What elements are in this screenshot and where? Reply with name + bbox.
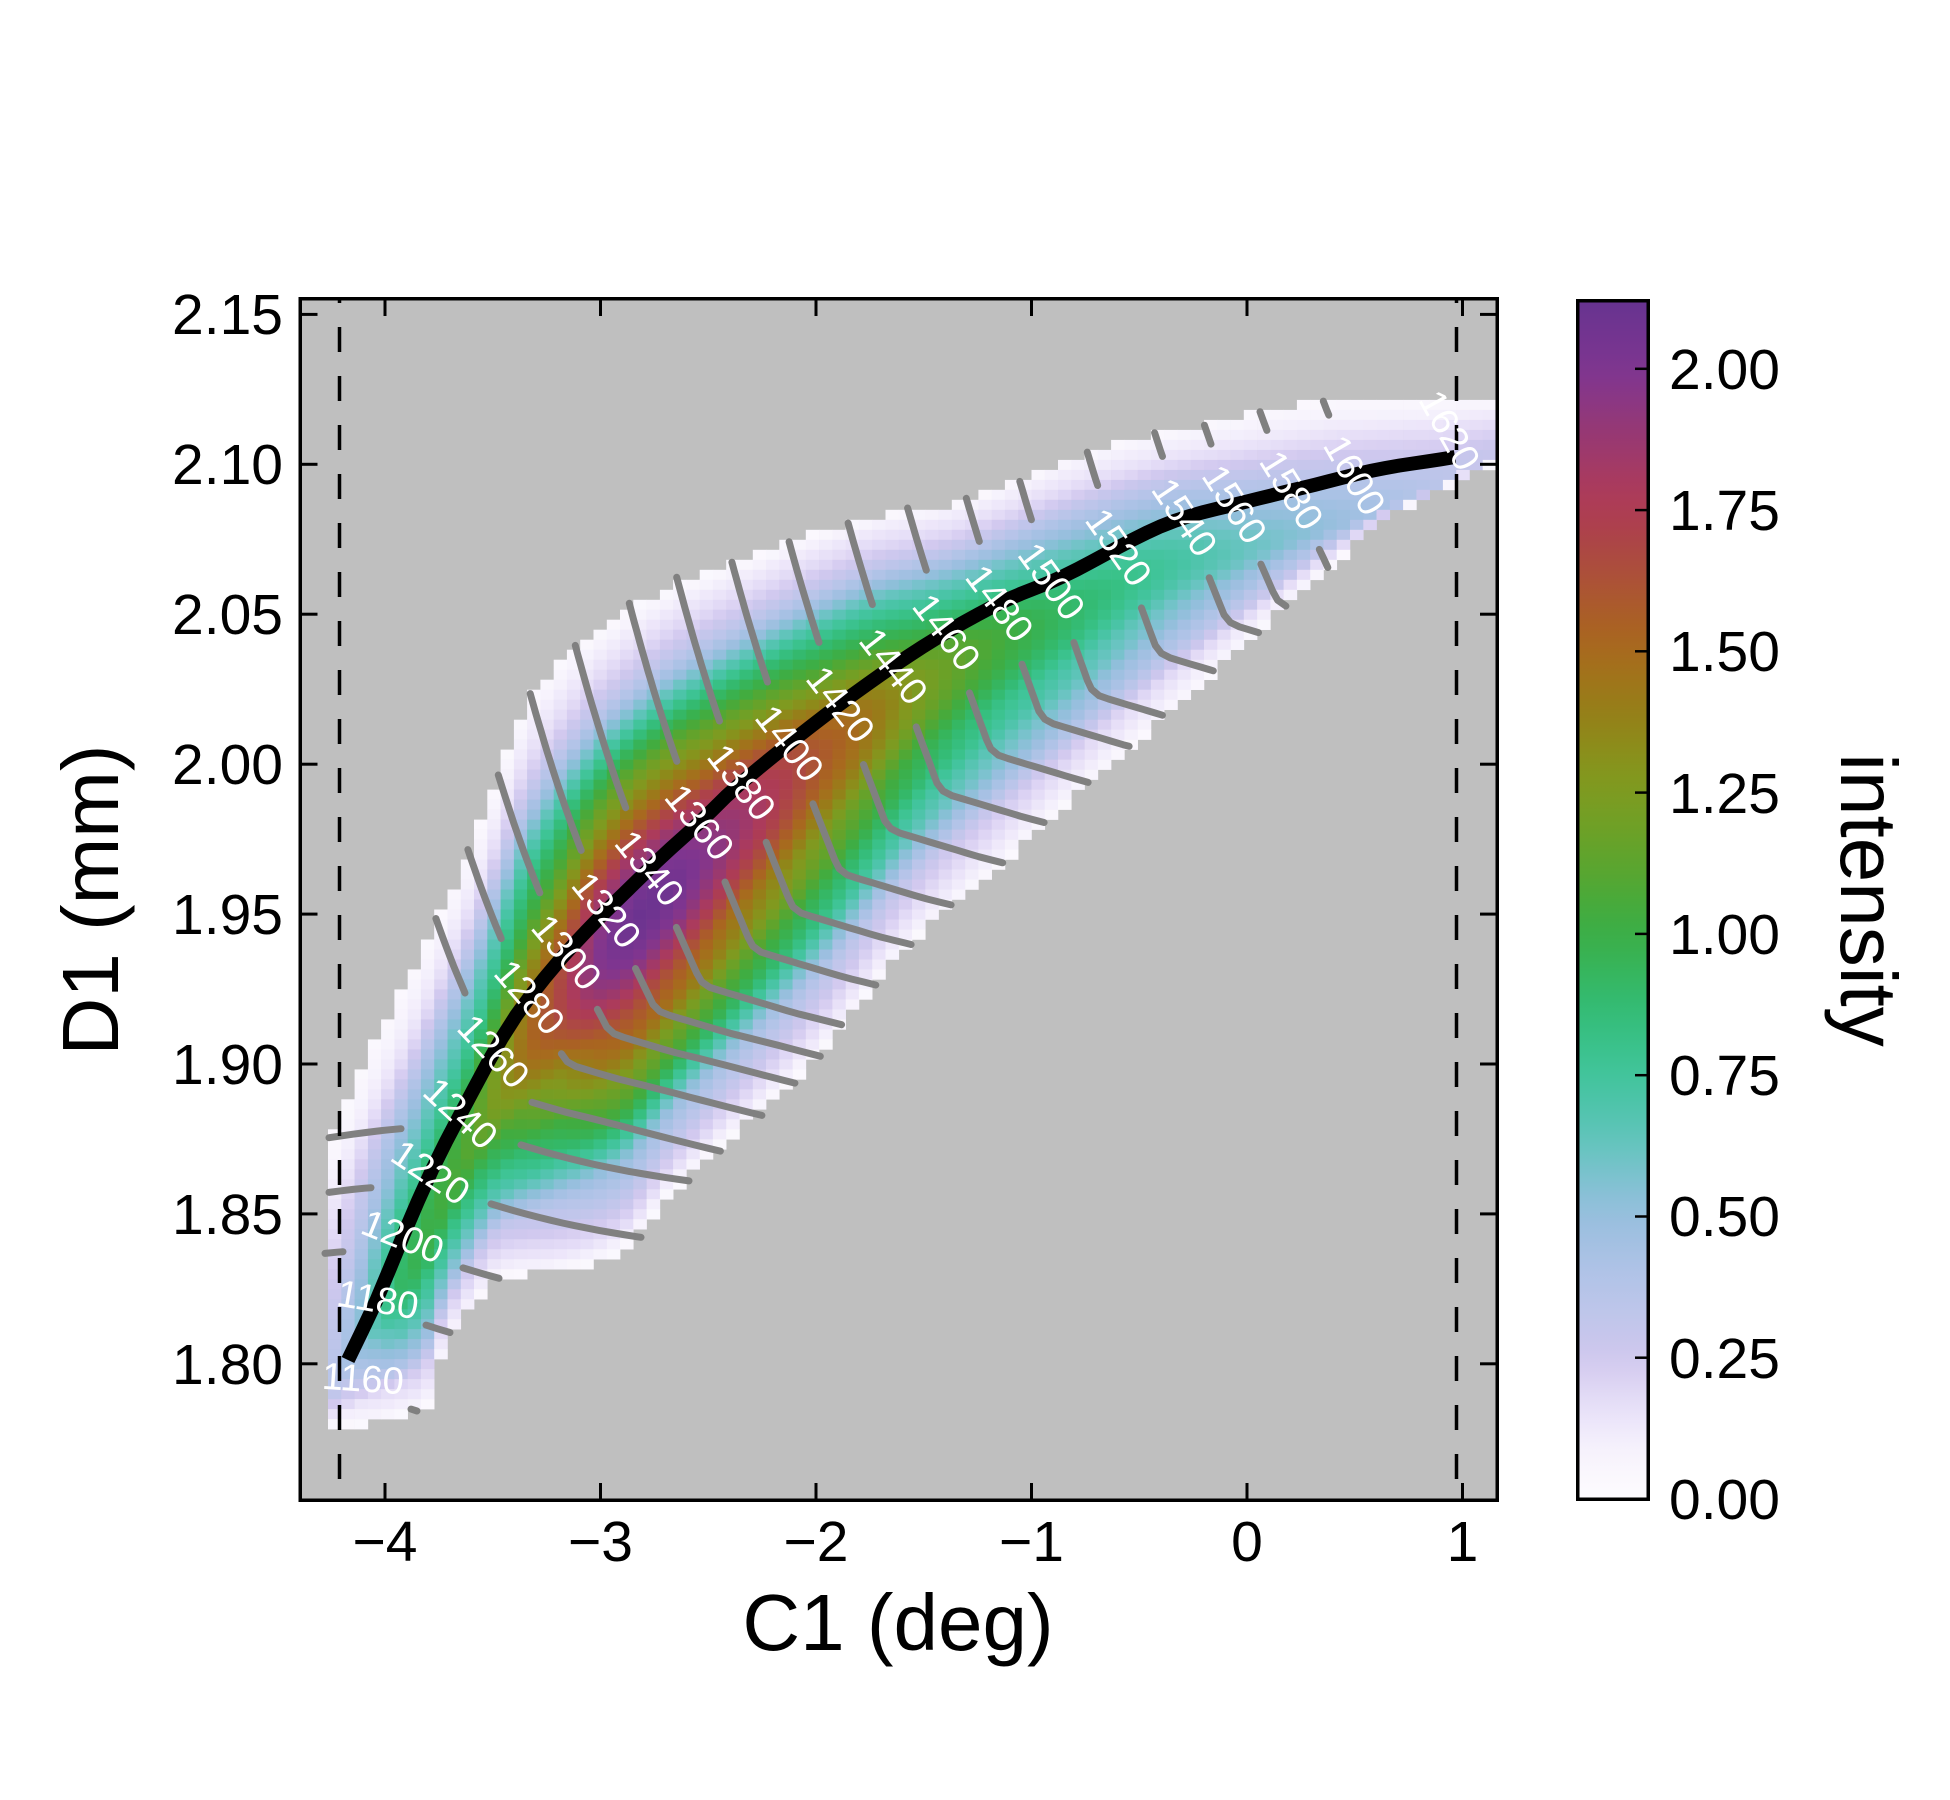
svg-text:1.75: 1.75	[1669, 479, 1780, 543]
svg-text:2.10: 2.10	[172, 433, 283, 497]
svg-text:1.85: 1.85	[172, 1183, 283, 1247]
svg-text:1.90: 1.90	[172, 1033, 283, 1097]
svg-text:0.25: 0.25	[1669, 1327, 1780, 1391]
svg-text:1.95: 1.95	[172, 883, 283, 947]
svg-text:2.00: 2.00	[1669, 338, 1780, 402]
svg-text:2.05: 2.05	[172, 583, 283, 647]
svg-text:0.00: 0.00	[1669, 1468, 1780, 1532]
svg-text:1160: 1160	[321, 1356, 405, 1404]
svg-text:C1 (deg): C1 (deg)	[742, 1578, 1053, 1667]
svg-text:intensity: intensity	[1824, 753, 1913, 1046]
svg-text:1.50: 1.50	[1669, 620, 1780, 684]
svg-text:−2: −2	[784, 1510, 849, 1574]
svg-text:−4: −4	[353, 1510, 418, 1574]
svg-text:2.00: 2.00	[172, 733, 283, 797]
svg-text:1.80: 1.80	[172, 1333, 283, 1397]
svg-text:2.15: 2.15	[172, 283, 283, 347]
svg-text:0: 0	[1231, 1510, 1263, 1574]
svg-text:0.50: 0.50	[1669, 1185, 1780, 1249]
svg-text:−3: −3	[568, 1510, 633, 1574]
svg-text:D1 (mm): D1 (mm)	[46, 744, 135, 1055]
svg-text:−1: −1	[999, 1510, 1064, 1574]
svg-text:1.25: 1.25	[1669, 762, 1780, 826]
svg-text:1.00: 1.00	[1669, 903, 1780, 967]
svg-text:1: 1	[1447, 1510, 1479, 1574]
svg-text:0.75: 0.75	[1669, 1044, 1780, 1108]
